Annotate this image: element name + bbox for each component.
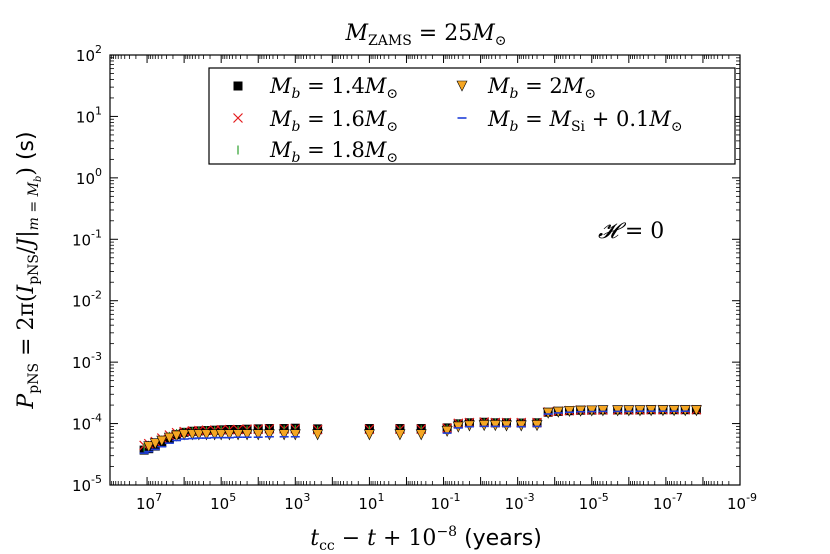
legend-label-1-8: Mb = 1.8M⊙	[269, 138, 398, 166]
data-point	[156, 435, 168, 447]
data-point	[542, 407, 554, 419]
data-point	[289, 429, 301, 441]
data-point	[463, 420, 475, 432]
x-tick-label: 10-7	[653, 491, 683, 513]
y-tick-label: 101	[76, 104, 102, 126]
data-point	[415, 429, 427, 441]
chart-title: MZAMS = 25M⊙	[345, 21, 507, 49]
y-tick-labels: 102 101 100 10-1 10-2 10-3 10-4 10-5	[72, 43, 102, 495]
y-tick-label: 10-4	[72, 412, 102, 434]
data-point	[690, 405, 702, 417]
data-point	[223, 429, 235, 441]
y-tick-label: 102	[76, 43, 102, 65]
data-point	[478, 420, 490, 432]
x-tick-labels: 107 105 103 101 10-1 10-3 10-5 10-7 10-9	[136, 491, 757, 513]
data-point	[252, 429, 264, 441]
legend-marker	[233, 81, 243, 91]
data-point	[232, 429, 244, 441]
data-point	[149, 438, 161, 450]
x-tick-label: 10-3	[505, 491, 535, 513]
legend-label-1-4: Mb = 1.4M⊙	[269, 74, 398, 102]
annotation-h-zero: 𝓗 = 0	[598, 219, 664, 244]
data-point	[215, 429, 227, 441]
data-point	[489, 420, 501, 432]
data-point	[441, 425, 453, 437]
data-point	[515, 420, 527, 432]
data-point	[143, 441, 155, 453]
y-axis-label: PpNS = 2π(IpNS/J|m = Mb) (s)	[14, 131, 44, 409]
data-point	[452, 421, 464, 433]
y-tick-label: 100	[76, 166, 102, 188]
axis-ticks	[109, 54, 741, 486]
legend-box	[208, 67, 736, 165]
data-point	[394, 429, 406, 441]
data-point	[171, 430, 183, 442]
data-point	[278, 429, 290, 441]
plot-area	[109, 54, 741, 486]
data-point	[312, 429, 324, 441]
data-point	[200, 429, 212, 441]
data-point	[193, 429, 205, 441]
data-point	[178, 429, 190, 441]
data-point	[263, 429, 275, 441]
x-tick-label: 101	[358, 491, 384, 513]
data-points	[139, 404, 702, 455]
y-tick-label: 10-1	[72, 227, 102, 249]
x-tick-label: 10-5	[579, 491, 609, 513]
x-tick-label: 105	[210, 491, 236, 513]
legend-label-2: Mb = 2M⊙	[487, 74, 596, 102]
data-point	[241, 429, 253, 441]
y-tick-label: 10-3	[72, 350, 102, 372]
data-point	[163, 432, 175, 444]
legend: Mb = 1.4M⊙ Mb = 1.6M⊙ Mb = 1.8M⊙ Mb = 2M…	[208, 67, 736, 166]
data-point	[531, 420, 543, 432]
data-point	[563, 406, 575, 418]
data-point	[552, 406, 564, 418]
x-axis-label: tcc − t + 10−8 (years)	[310, 524, 542, 554]
x-tick-label: 10-9	[727, 491, 757, 513]
x-tick-label: 103	[284, 491, 310, 513]
legend-marker	[233, 113, 243, 123]
y-tick-label: 10-5	[72, 473, 102, 495]
x-tick-label: 107	[136, 491, 162, 513]
legend-marker	[456, 80, 468, 92]
legend-markers	[233, 80, 468, 155]
x-tick-label: 10-1	[430, 491, 460, 513]
legend-label-msi: Mb = MSi + 0.1M⊙	[487, 107, 683, 135]
series-4	[139, 410, 690, 454]
legend-label-1-6: Mb = 1.6M⊙	[269, 107, 398, 135]
data-point	[363, 429, 375, 441]
y-tick-label: 10-2	[72, 289, 102, 311]
